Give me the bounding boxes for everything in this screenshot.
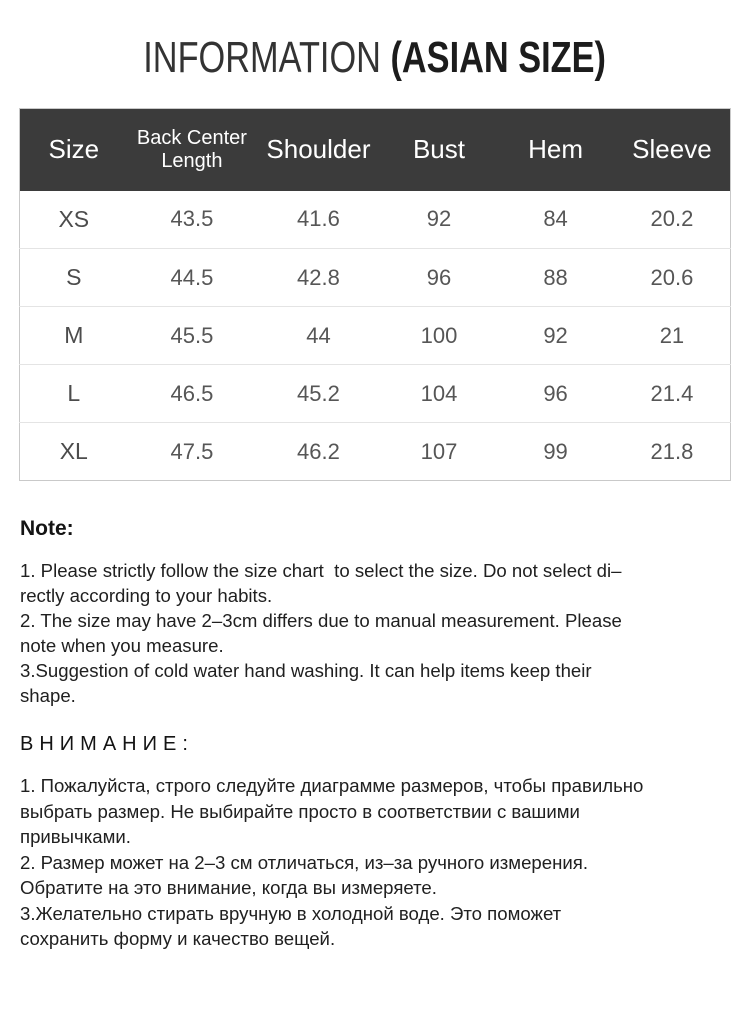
measurement-cell: 104 (380, 364, 498, 423)
title-information: INFORMATION (143, 33, 391, 82)
size-chart-header: Size Back Center Length Shoulder Bust Hem Sle… (19, 108, 731, 191)
column-header-shoulder: Shoulder (256, 108, 381, 191)
page-title: INFORMATION (ASIAN SIZE) (0, 34, 750, 82)
measurement-cell: 44 (256, 306, 381, 365)
size-row-l: L 46.5 45.2 104 96 21.4 (19, 364, 731, 423)
measurement-cell: 99 (497, 422, 614, 481)
measurement-cell: 88 (497, 248, 614, 307)
column-header-sleeve: Sleeve (613, 108, 731, 191)
attention-items: 1. Пожалуйста, строго следуйте диаграмме… (20, 773, 730, 952)
measurement-cell: 45.5 (127, 306, 257, 365)
size-cell: M (19, 306, 128, 365)
note-items: 1. Please strictly follow the size chart… (20, 558, 730, 708)
measurement-cell: 100 (380, 306, 498, 365)
note-item-1: 1. Please strictly follow the size chart… (20, 560, 622, 606)
measurement-cell: 92 (497, 306, 614, 365)
measurement-cell: 20.2 (650, 206, 694, 232)
measurement-cell: 96 (380, 248, 498, 307)
measurement-cell: 84 (543, 206, 568, 232)
note-section: Note: 1. Please strictly follow the size… (20, 517, 730, 708)
size-cell: L (19, 364, 128, 423)
attention-item-1: 1. Пожалуйста, строго следуйте диаграмме… (20, 775, 644, 847)
note-item-3: 3.Suggestion of cold water hand washing.… (20, 660, 592, 706)
measurement-cell: 107 (380, 422, 498, 481)
size-cell: S (19, 248, 128, 307)
header-row: Size Back Center Length Shoulder Bust Hem Sle… (19, 108, 731, 191)
column-header-back-center-length: Back Center Length (127, 108, 257, 191)
measurement-cell: 45.2 (256, 364, 381, 423)
measurement-cell: 20.6 (613, 248, 731, 307)
measurement-cell: 46.2 (256, 422, 381, 481)
attention-item-2: 2. Размер может на 2–3 см отличаться, из… (20, 851, 589, 899)
attention-heading: ВНИМАНИЕ: (20, 733, 194, 755)
size-row-xl: XL 47.5 46.2 107 99 21.8 (19, 422, 731, 481)
measurement-cell: 41.6 (297, 206, 340, 232)
column-header-size: Size (19, 108, 128, 191)
size-row-m: M 45.5 44 100 92 21 (19, 306, 731, 365)
attention-section: ВНИМАНИЕ: 1. Пожалуйста, строго следуйте… (20, 733, 730, 952)
size-cell: XS (58, 205, 90, 232)
size-chart-body: XS 43.5 41.6 92 84 20.2 S 44.5 42.8 96 88 20.6 M 45.5… (19, 191, 731, 481)
note-item-2: 2. The size may have 2–3cm differs due t… (20, 610, 622, 656)
measurement-cell: 44.5 (127, 248, 257, 307)
size-row-xs: XS 43.5 41.6 92 84 20.2 (20, 191, 731, 249)
size-row-s: S 44.5 42.8 96 88 20.6 (19, 248, 731, 307)
measurement-cell: 46.5 (127, 364, 257, 423)
attention-item-3: 3.Желательно стирать вручную в холодной … (20, 902, 562, 950)
measurement-cell: 92 (426, 206, 452, 232)
note-heading: Note: (20, 517, 74, 540)
size-cell: XL (19, 422, 128, 481)
measurement-cell: 21.4 (613, 364, 731, 423)
column-header-hem: Hem (497, 108, 614, 191)
measurement-cell: 42.8 (256, 248, 381, 307)
title-asian-size: (ASIAN SIZE) (390, 33, 607, 82)
measurement-cell: 43.5 (170, 206, 214, 232)
measurement-cell: 47.5 (127, 422, 257, 481)
measurement-cell: 21.8 (613, 422, 731, 481)
measurement-cell: 96 (497, 364, 614, 423)
measurement-cell: 21 (613, 306, 731, 365)
size-chart-table: Size Back Center Length Shoulder Bust Hem Sle… (19, 108, 731, 481)
size-info-page: INFORMATION (ASIAN SIZE) Size Back Center… (0, 34, 750, 1034)
column-header-bust: Bust (380, 108, 498, 191)
page-title-text: INFORMATION (ASIAN SIZE) (144, 34, 607, 82)
